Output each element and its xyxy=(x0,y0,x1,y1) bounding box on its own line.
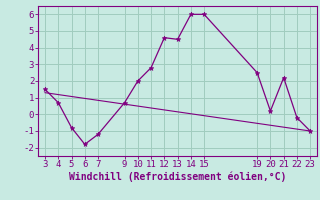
X-axis label: Windchill (Refroidissement éolien,°C): Windchill (Refroidissement éolien,°C) xyxy=(69,172,286,182)
